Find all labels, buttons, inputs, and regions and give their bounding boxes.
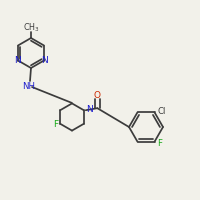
- Text: N: N: [14, 56, 20, 65]
- Text: F: F: [157, 139, 162, 148]
- Text: Cl: Cl: [157, 107, 166, 116]
- Text: CH$_3$: CH$_3$: [23, 22, 39, 34]
- Text: N: N: [42, 56, 48, 65]
- Text: F: F: [53, 120, 58, 129]
- Text: NH: NH: [22, 82, 35, 90]
- Text: O: O: [94, 92, 101, 100]
- Text: N: N: [86, 105, 93, 114]
